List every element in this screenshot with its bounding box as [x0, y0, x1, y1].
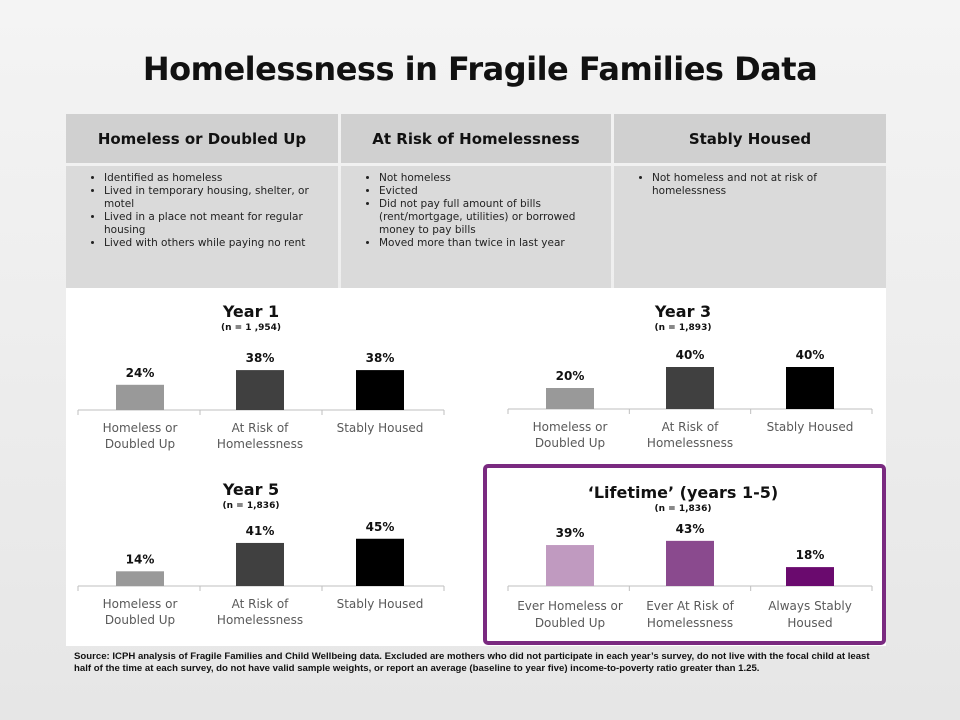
bullet-item: Identified as homeless: [104, 172, 326, 185]
bullet-item: Lived in temporary housing, shelter, or …: [104, 185, 326, 211]
bullet-item: Lived in a place not meant for regular h…: [104, 211, 326, 237]
x-tick-label: Ever Homeless or Doubled Up: [517, 599, 623, 630]
col-header-stably-housed: Stably Housed: [614, 114, 886, 163]
data-label: 40%: [796, 348, 825, 362]
bullet-item: Moved more than twice in last year: [379, 237, 599, 250]
chart-2: Year 3 (n = 1,893) 20% Homeless or Doubled U…: [507, 302, 873, 450]
chart-title: Year 5: [222, 480, 279, 499]
data-label: 43%: [676, 522, 705, 536]
data-label: 40%: [676, 348, 705, 362]
col-body-stably-housed: Not homeless and not at risk of homeless…: [614, 166, 886, 288]
data-label: 38%: [246, 351, 275, 365]
bullet-item: Evicted: [379, 185, 599, 198]
charts-svg: Year 1 (n = 1 ,954) 24% Homeless or Doubled …: [77, 302, 886, 645]
bar: [666, 367, 714, 409]
bar: [786, 567, 834, 586]
x-tick-label: Homeless or Doubled Up: [533, 420, 608, 450]
bar: [236, 542, 284, 586]
chart-subtitle: (n = 1 ,954): [221, 323, 281, 333]
bullet-item: Lived with others while paying no rent: [104, 237, 326, 250]
bar: [236, 370, 284, 410]
col-body-homeless: Identified as homeless Lived in temporar…: [66, 166, 338, 288]
bar: [666, 540, 714, 586]
data-label: 45%: [366, 520, 395, 534]
col-body-at-risk: Not homeless Evicted Did not pay full am…: [341, 166, 611, 288]
bar: [356, 538, 404, 586]
bar: [116, 571, 164, 586]
chart-title: ‘Lifetime’ (years 1-5): [588, 483, 778, 502]
x-tick-label: Ever At Risk of Homelessness: [646, 599, 734, 630]
bar: [116, 384, 164, 410]
chart-subtitle: (n = 1,836): [223, 501, 280, 511]
data-label: 38%: [366, 351, 395, 365]
x-tick-label: Stably Housed: [767, 420, 854, 434]
source-note: Source: ICPH analysis of Fragile Familie…: [74, 651, 870, 674]
chart-3: Year 5 (n = 1,836) 14% Homeless or Doubled U…: [77, 480, 445, 627]
data-label: 24%: [126, 366, 155, 380]
lifetime-highlight-frame: [483, 464, 886, 645]
slide-title: Homelessness in Fragile Families Data: [142, 50, 818, 88]
chart-subtitle: (n = 1,893): [655, 323, 712, 333]
data-label: 18%: [796, 548, 825, 562]
chart-title: Year 3: [654, 302, 711, 321]
bullet-item: Did not pay full amount of bills (rent/m…: [379, 198, 599, 237]
bar: [786, 367, 834, 409]
chart-subtitle: (n = 1,836): [655, 504, 712, 514]
bullet-item: Not homeless: [379, 172, 599, 185]
col-header-at-risk: At Risk of Homelessness: [341, 114, 611, 163]
bar: [356, 370, 404, 410]
bullet-item: Not homeless and not at risk of homeless…: [652, 172, 874, 198]
bar: [546, 545, 594, 586]
x-tick-label: Always Stably Housed: [768, 599, 852, 630]
x-tick-label: At Risk of Homelessness: [647, 420, 733, 450]
data-label: 20%: [556, 369, 585, 383]
x-tick-label: Homeless or Doubled Up: [103, 421, 178, 451]
chart-title: Year 1: [222, 302, 279, 321]
x-tick-label: Homeless or Doubled Up: [103, 597, 178, 627]
chart-1: Year 1 (n = 1 ,954) 24% Homeless or Doubled …: [77, 302, 445, 451]
bar: [546, 388, 594, 409]
col-header-homeless: Homeless or Doubled Up: [66, 114, 338, 163]
x-tick-label: Stably Housed: [337, 597, 424, 611]
x-tick-label: Stably Housed: [337, 421, 424, 435]
x-tick-label: At Risk of Homelessness: [217, 597, 303, 627]
data-label: 39%: [556, 526, 585, 540]
data-label: 41%: [246, 524, 275, 538]
chart-4: ‘Lifetime’ (years 1-5) (n = 1,836) 39% Ever…: [507, 483, 873, 630]
charts-panel: Year 1 (n = 1 ,954) 24% Homeless or Doubled …: [66, 288, 886, 646]
data-label: 14%: [126, 552, 155, 566]
x-tick-label: At Risk of Homelessness: [217, 421, 303, 451]
